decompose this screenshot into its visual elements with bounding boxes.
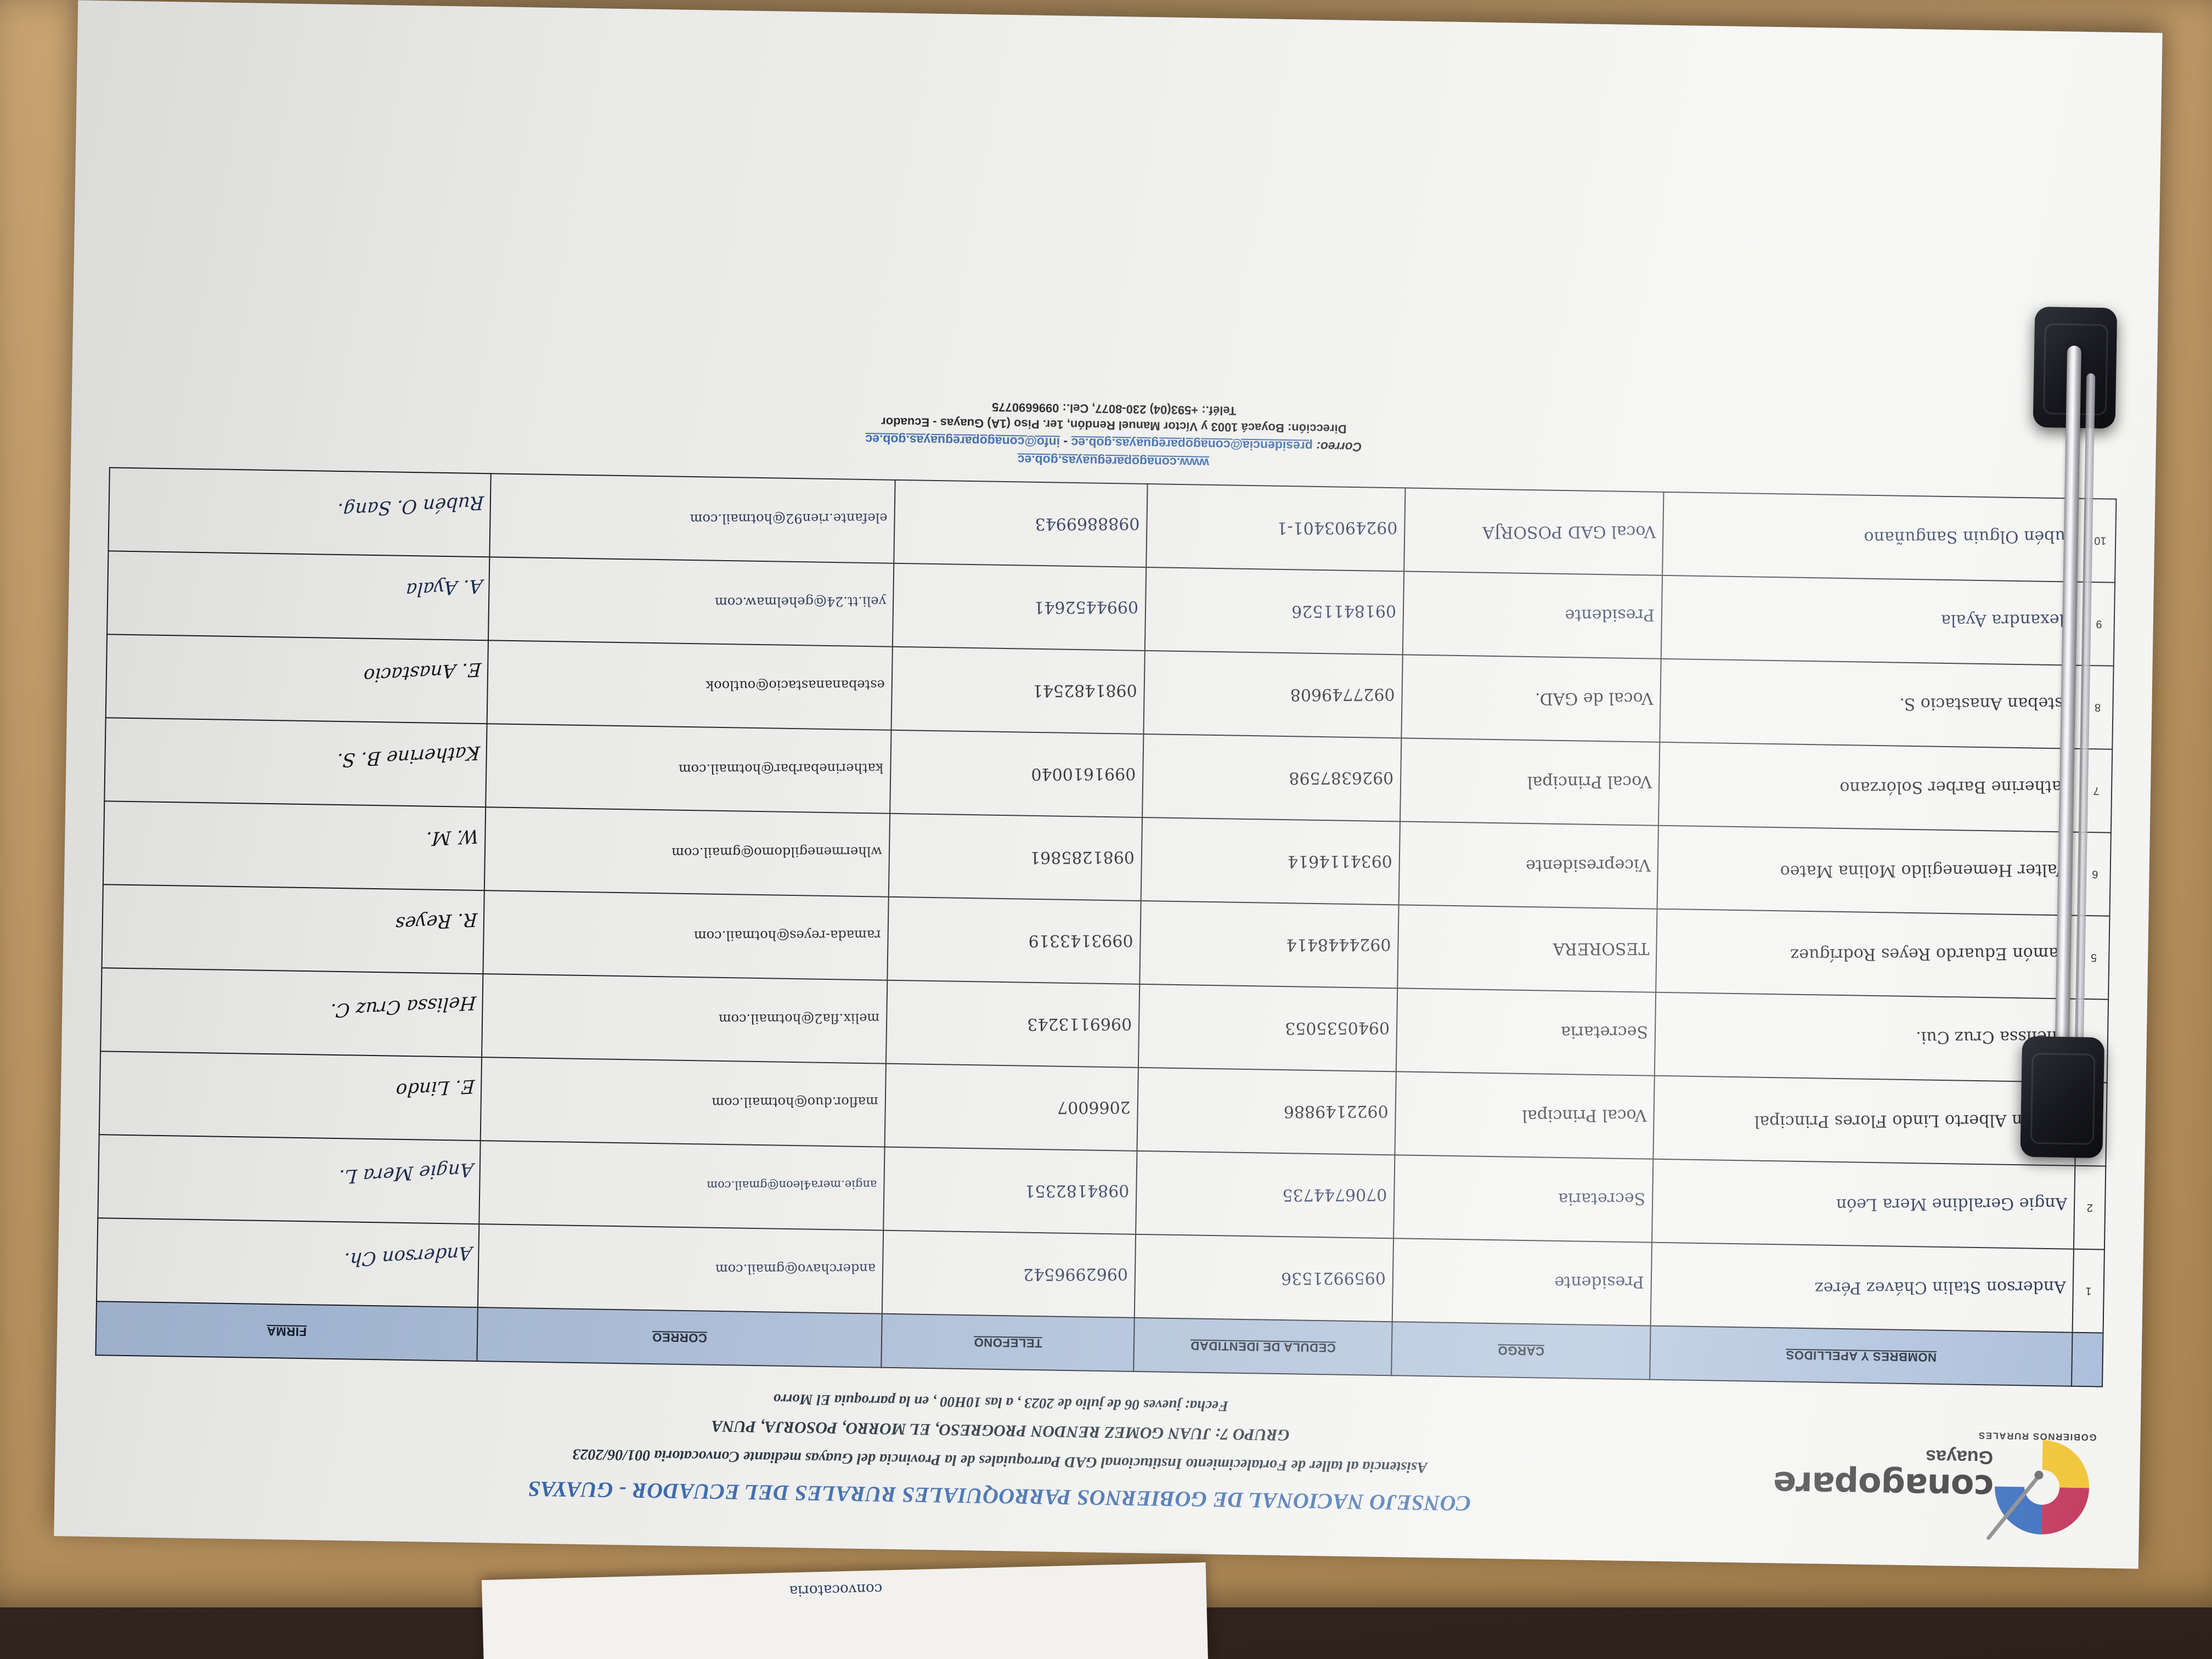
row-index: 6 bbox=[2079, 832, 2111, 916]
cell-cargo: Vocal de GAD. bbox=[1534, 688, 1654, 708]
row-index: 1 bbox=[2072, 1249, 2104, 1333]
footer-email-separator: - bbox=[1059, 435, 1068, 450]
title-block: CONSEJO NACIONAL DE GOBIERNOS PARROQUIAL… bbox=[93, 1380, 1907, 1540]
row-index: 9 bbox=[2083, 582, 2115, 666]
paper-scrap: convocatoria bbox=[481, 1562, 1209, 1659]
cell-correo: elefante.rien92@hotmail.com bbox=[690, 510, 888, 527]
cell-cargo: Vicepresidente bbox=[1525, 855, 1651, 875]
logo-province: Guayas bbox=[1925, 1446, 1994, 1468]
cell-cargo: TESORERA bbox=[1553, 938, 1650, 958]
cell-nombre: Edison Alberto Lindo Flores Principal bbox=[1754, 1110, 2069, 1131]
conagopare-logo: conagopare Guayas GOBIERNOS RURALES bbox=[1773, 1429, 2102, 1543]
logo-ring-icon bbox=[1987, 1431, 2098, 1543]
cell-nombre: Walter Hemenegildo Molina Mateo bbox=[1780, 860, 2073, 881]
scrap-handwriting: convocatoria bbox=[789, 1580, 883, 1599]
cell-cargo: Vocal GAD POSORJA bbox=[1482, 521, 1656, 542]
cell-firma: W. M. bbox=[425, 825, 479, 850]
col-header-index bbox=[2072, 1332, 2103, 1387]
cell-firma: Anderson Ch. bbox=[343, 1242, 473, 1271]
cell-correo: estebananastacio@outlook bbox=[706, 676, 885, 693]
cell-firma: Angie Mera L. bbox=[338, 1158, 474, 1188]
col-header-correo: CORREO bbox=[477, 1307, 883, 1368]
cell-correo: ramada-reyes@hotmail.com bbox=[694, 927, 882, 944]
cell-firma: E. Anastacio bbox=[363, 658, 482, 687]
cell-nombre: Chelissa Cruz Cui. bbox=[1916, 1026, 2070, 1047]
cell-telefono: 0981482541 bbox=[1032, 680, 1137, 701]
table-body: 1 Anderson Stalin Chávez Pérez President… bbox=[96, 467, 2117, 1333]
cell-cedula: 0927749608 bbox=[1290, 684, 1396, 704]
cell-correo: katherinebarbar@hotmail.com bbox=[679, 760, 884, 777]
cell-firma: R. Reyes bbox=[394, 908, 478, 935]
footer-email-presidencia[interactable]: presidencia@conagopareguayas.gob.ec bbox=[1071, 435, 1313, 454]
cell-cedula: 0934114614 bbox=[1288, 851, 1393, 871]
cell-cedula: 0940535053 bbox=[1285, 1018, 1390, 1038]
cell-cedula: 0924903401-1 bbox=[1277, 517, 1398, 538]
col-header-nombres: NOMBRES Y APELLIDOS bbox=[1649, 1325, 2073, 1386]
cell-telefono: 0981285861 bbox=[1030, 847, 1135, 867]
row-index: 8 bbox=[2081, 665, 2114, 749]
cell-nombre: Katherine Barber Solórzano bbox=[1839, 776, 2074, 797]
attendance-table: NOMBRES Y APELLIDOS CARGO CEDULA DE IDEN… bbox=[95, 467, 2117, 1387]
col-header-cedula: CEDULA DE IDENTIDAD bbox=[1133, 1317, 1393, 1376]
page-footer: www.conagopareguayas.gob.ec Correo: pres… bbox=[109, 386, 2118, 484]
cell-telefono: 0962996542 bbox=[1023, 1263, 1128, 1284]
col-header-cargo: CARGO bbox=[1391, 1322, 1651, 1380]
logo-wordmark: conagopare bbox=[1773, 1464, 1994, 1508]
cell-telefono: 2066007 bbox=[1057, 1097, 1131, 1117]
footer-email-label: Correo: bbox=[1316, 439, 1362, 455]
cell-correo: angie.mera4leon@gmail.com bbox=[707, 1178, 877, 1192]
cell-cedula: 0959921536 bbox=[1281, 1268, 1386, 1288]
cell-cedula: 0926387598 bbox=[1289, 768, 1394, 788]
cell-telefono: 0984182351 bbox=[1024, 1180, 1130, 1200]
masthead: conagopare Guayas GOBIERNOS RURALES CONS… bbox=[93, 1374, 2102, 1543]
col-header-telefono: TELEFONO bbox=[881, 1313, 1135, 1372]
cell-cargo: Vocal Principal bbox=[1521, 1105, 1647, 1125]
cell-telefono: 0991610040 bbox=[1031, 763, 1136, 783]
row-index: 10 bbox=[2084, 498, 2117, 583]
cell-correo: anderchavo@gmail.com bbox=[715, 1260, 876, 1277]
cell-firma: Katherine B. S. bbox=[336, 741, 481, 771]
cell-cargo: Secretaria bbox=[1558, 1188, 1646, 1209]
cell-cedula: 0706744735 bbox=[1282, 1184, 1387, 1205]
cell-cargo: Secretaria bbox=[1560, 1022, 1648, 1042]
cell-nombre: Rubén Olguin Sanguñano bbox=[1864, 526, 2078, 547]
cell-firma: E. Lindo bbox=[395, 1075, 476, 1102]
row-index: 5 bbox=[2078, 915, 2110, 1000]
cell-nombre: Anderson Stalin Chávez Pérez bbox=[1815, 1277, 2067, 1297]
cell-correo: melix.fla2@hotmail.com bbox=[719, 1010, 880, 1027]
cell-nombre: Esteban Anastacio S. bbox=[1899, 693, 2075, 714]
cell-firma: Helissa Cruz C. bbox=[330, 991, 477, 1022]
cell-telefono: 0969113243 bbox=[1027, 1013, 1132, 1034]
row-index: 3 bbox=[2075, 1082, 2107, 1166]
row-index: 2 bbox=[2074, 1165, 2106, 1250]
cell-telefono: 0988869943 bbox=[1035, 514, 1140, 534]
cell-nombre: Ramón Eduardo Reyes Rodríguez bbox=[1790, 943, 2072, 964]
footer-email-info[interactable]: info@conagopareguayas.gob.ec bbox=[865, 432, 1060, 450]
cell-cedula: 0922149886 bbox=[1284, 1101, 1389, 1121]
cell-correo: maflor.duo@hotmail.com bbox=[712, 1093, 879, 1110]
cell-correo: yeli.tt.24@gehelmaw.com bbox=[715, 593, 887, 610]
cell-cedula: 0918411526 bbox=[1291, 601, 1397, 621]
cell-cargo: Presidente bbox=[1554, 1272, 1644, 1292]
row-index: 7 bbox=[2080, 748, 2113, 833]
cell-cedula: 0924448414 bbox=[1286, 934, 1391, 955]
cell-nombre: Alexandra Ayala bbox=[1941, 610, 2077, 630]
cell-telefono: 0994452641 bbox=[1034, 597, 1139, 617]
col-header-firma: FIRMA bbox=[95, 1301, 478, 1362]
cell-cargo: Vocal Principal bbox=[1527, 771, 1652, 792]
attendance-sheet: conagopare Guayas GOBIERNOS RURALES CONS… bbox=[54, 0, 2163, 1569]
cell-firma: Rubén O. Sang. bbox=[336, 491, 485, 522]
cell-correo: wlhermenegildomo@gmail.com bbox=[672, 843, 883, 860]
cell-telefono: 0993143319 bbox=[1028, 930, 1133, 950]
cell-cargo: Presidente bbox=[1565, 605, 1655, 625]
cell-firma: A. Ayala bbox=[405, 574, 483, 601]
cell-nombre: Angie Geraldine Mera León bbox=[1836, 1193, 2068, 1214]
row-index: 4 bbox=[2076, 998, 2109, 1083]
